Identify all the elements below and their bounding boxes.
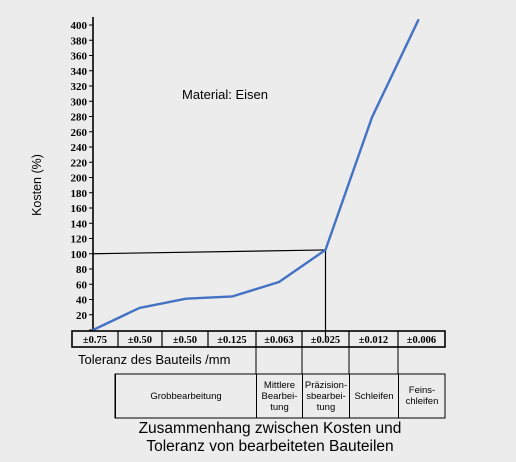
process-group-label: Feins- chleifen bbox=[398, 374, 445, 418]
y-tick-label: 340 bbox=[71, 66, 88, 78]
tolerance-category-label: ±0.063 bbox=[264, 335, 293, 346]
tolerance-category-label: ±0.50 bbox=[128, 335, 152, 346]
chart-title: Zusammenhang zwischen Kosten und Toleran… bbox=[138, 420, 402, 455]
y-tick-label: 60 bbox=[76, 279, 88, 291]
y-tick-label: 300 bbox=[71, 96, 88, 108]
y-tick-label: 180 bbox=[71, 188, 88, 200]
data-point bbox=[278, 281, 280, 283]
y-tick-label: 360 bbox=[71, 51, 88, 63]
y-tick-label: 320 bbox=[71, 81, 88, 93]
y-tick-label: 140 bbox=[71, 218, 88, 230]
material-annotation: Material: Eisen bbox=[182, 87, 268, 102]
process-group-label: Präzision- sbearbei- tung bbox=[302, 374, 349, 418]
y-tick-label: 120 bbox=[71, 234, 88, 246]
cost-series-line bbox=[92, 19, 420, 332]
y-tick-label: 400 bbox=[71, 20, 88, 32]
data-point bbox=[371, 116, 373, 119]
reference-line-horizontal bbox=[92, 249, 326, 255]
data-point bbox=[138, 307, 141, 309]
y-tick-label: 160 bbox=[71, 203, 88, 215]
x-axis-label: Toleranz des Bauteils /mm bbox=[78, 352, 231, 367]
process-group-label: Mittlere Bearbei- tung bbox=[256, 374, 302, 418]
process-group-label: Schleifen bbox=[349, 374, 398, 418]
tolerance-category-label: ±0.75 bbox=[83, 335, 107, 346]
y-tick-label: 240 bbox=[71, 142, 88, 154]
y-tick-label: 20 bbox=[76, 310, 88, 322]
data-point bbox=[231, 295, 234, 298]
y-tick-label: 260 bbox=[71, 127, 88, 139]
y-tick-label: 80 bbox=[76, 264, 88, 276]
tolerance-category-label: ±0.012 bbox=[359, 335, 388, 346]
process-group-label: Grobbearbeitung bbox=[115, 374, 256, 418]
y-tick-label: 200 bbox=[71, 173, 88, 185]
y-tick-label: 40 bbox=[76, 295, 88, 307]
tolerance-category-label: ±0.125 bbox=[217, 335, 246, 346]
data-point bbox=[324, 249, 327, 251]
y-tick-label: 380 bbox=[71, 35, 88, 47]
y-tick-label: 220 bbox=[71, 157, 88, 169]
y-tick-label: 100 bbox=[71, 249, 88, 261]
tolerance-category-label: ±0.025 bbox=[311, 335, 340, 346]
y-axis-label: Kosten (%) bbox=[30, 154, 44, 216]
data-point bbox=[417, 18, 420, 21]
y-tick-label: 280 bbox=[71, 112, 88, 124]
tolerance-category-label: ±0.50 bbox=[173, 335, 197, 346]
data-point bbox=[185, 297, 187, 300]
tolerance-row-frame bbox=[71, 330, 446, 348]
tolerance-category-label: ±0.006 bbox=[407, 335, 436, 346]
